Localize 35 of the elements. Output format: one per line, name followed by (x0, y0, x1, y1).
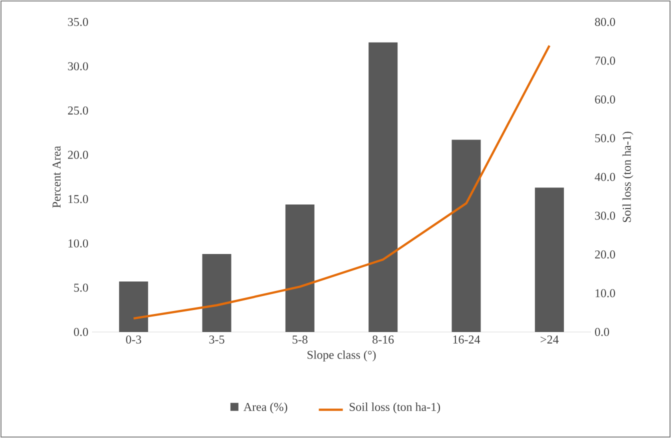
y-tick-label: 10.0 (68, 239, 88, 248)
x-tick-label: 8-16 (372, 336, 394, 344)
y2-tick-label: 40.0 (594, 172, 616, 182)
y2-tick-label: 20.0 (595, 250, 616, 259)
y-tick-label: 30.0 (68, 62, 88, 70)
y2-tick-label: 60.0 (595, 95, 616, 104)
y2-tick-label: 70.0 (595, 56, 616, 65)
bar (534, 188, 564, 332)
bar (202, 254, 232, 332)
y-tick-label: 0.0 (74, 328, 88, 336)
bar (285, 204, 314, 332)
y2-axis-title: Soil loss (ton ha-1) (622, 132, 634, 222)
line-series (132, 44, 551, 320)
legend-label: Area (%) (244, 402, 288, 414)
x-tick-label: 0-3 (126, 336, 142, 344)
y-tick-label: 15.0 (68, 195, 88, 204)
y2-tick-label: 50.0 (595, 134, 616, 142)
bar (368, 42, 398, 332)
y2-tick-label: 30.0 (595, 212, 616, 220)
x-tick-label: 5-8 (292, 336, 308, 344)
x-tick-label: 16-24 (453, 336, 480, 344)
x-tick-label: >24 (540, 336, 559, 344)
y2-tick-label: 10.0 (596, 289, 616, 298)
y-axis-title: Percent Area (52, 146, 61, 208)
bar (452, 140, 481, 332)
y2-tick-label: 0.0 (594, 328, 610, 336)
legend-label: Soil loss (ton ha-1) (350, 402, 440, 414)
y-tick-label: 25.0 (68, 106, 88, 115)
y-tick-label: 20.0 (68, 150, 88, 159)
x-axis-title: Slope class (°) (308, 350, 376, 362)
y-tick-label: 5.0 (74, 284, 88, 292)
bar (119, 282, 148, 332)
y2-tick-label: 80.0 (594, 18, 616, 26)
x-tick-label: 3-5 (209, 336, 224, 344)
y-tick-label: 35.0 (68, 18, 88, 26)
